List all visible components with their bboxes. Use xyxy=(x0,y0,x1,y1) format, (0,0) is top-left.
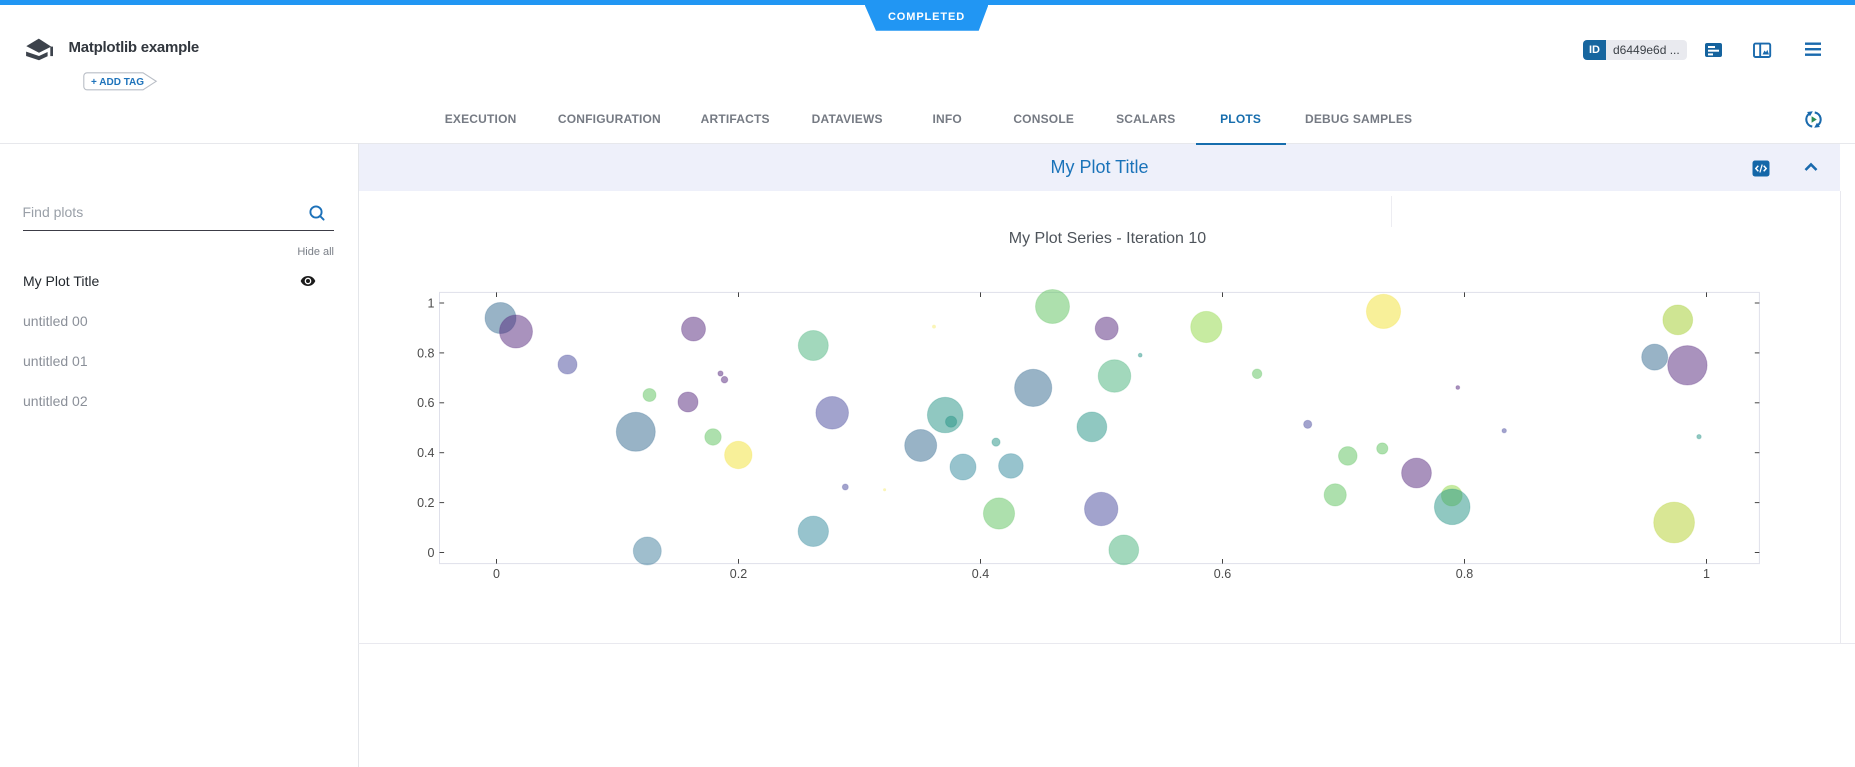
svg-text:0.6: 0.6 xyxy=(417,396,434,410)
svg-text:1: 1 xyxy=(1703,567,1710,581)
svg-text:0.8: 0.8 xyxy=(1456,567,1473,581)
svg-text:0: 0 xyxy=(428,546,435,560)
svg-text:1: 1 xyxy=(428,296,435,310)
svg-text:0.6: 0.6 xyxy=(1214,567,1231,581)
svg-text:0.4: 0.4 xyxy=(972,567,989,581)
svg-text:0.8: 0.8 xyxy=(417,346,434,360)
svg-text:My Plot Series - Iteration 10: My Plot Series - Iteration 10 xyxy=(1009,230,1207,247)
svg-text:0.2: 0.2 xyxy=(730,567,747,581)
svg-text:0.4: 0.4 xyxy=(417,446,434,460)
svg-text:0: 0 xyxy=(493,567,500,581)
svg-text:+ ADD TAG: + ADD TAG xyxy=(91,77,144,88)
svg-text:0.2: 0.2 xyxy=(417,496,434,510)
